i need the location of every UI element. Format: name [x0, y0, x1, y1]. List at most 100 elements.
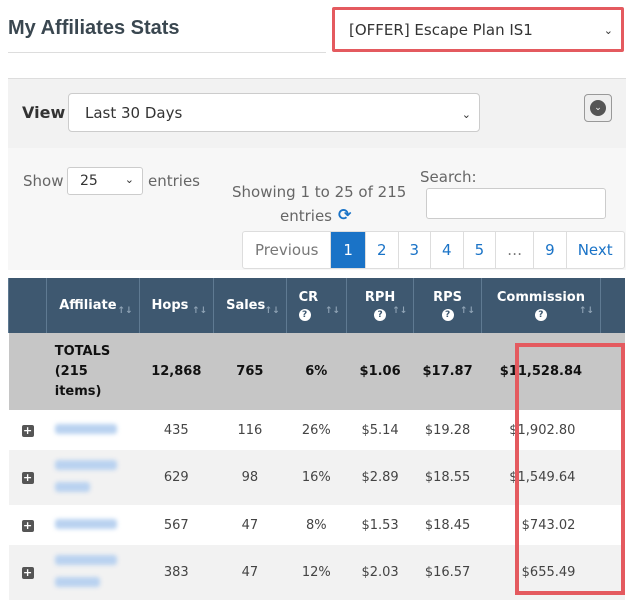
cr: 26%	[286, 410, 347, 450]
search-input[interactable]	[426, 188, 606, 219]
help-icon[interactable]: ?	[534, 309, 547, 321]
cell: +	[8, 505, 47, 545]
help-icon[interactable]: ?	[374, 309, 387, 321]
page-3[interactable]: 3	[397, 232, 431, 268]
page-title: My Affiliates Stats	[8, 17, 180, 39]
next-button[interactable]: Next	[565, 232, 624, 268]
rph: $2.89	[346, 450, 414, 505]
col-label: Sales	[226, 298, 266, 313]
pagination: Previous 1 2 3 4 5 … 9 Next	[242, 231, 625, 269]
cell	[600, 545, 625, 600]
hops: 435	[139, 410, 214, 450]
header-row: Affiliate ↑↓ Hops ↑↓ Sales ↑↓ CR? ↑↓ RPH? ↑↓ …	[7, 278, 625, 333]
expand-plus-icon[interactable]: +	[21, 518, 34, 532]
commission: $1,549.64	[481, 450, 601, 505]
totals-cr: 6%	[286, 333, 347, 410]
sort-icon: ↑↓	[191, 306, 208, 316]
expand-plus-icon[interactable]: +	[21, 471, 34, 484]
col-hops[interactable]: Hops ↑↓	[138, 278, 214, 333]
col-rph[interactable]: RPH? ↑↓	[345, 278, 414, 333]
chevron-down-icon: ⌄	[124, 173, 134, 186]
cell	[600, 450, 625, 505]
expand-plus-icon[interactable]: +	[21, 423, 34, 437]
cell	[600, 410, 625, 450]
commission: $1,902.80	[481, 410, 601, 450]
col-label: RPH	[364, 290, 396, 305]
col-label: Hops	[151, 298, 189, 313]
sort-icon: ↑↓	[578, 306, 594, 316]
sort-icon: ↑↓	[459, 306, 475, 316]
refresh-icon[interactable]: ⟳	[338, 205, 352, 224]
previous-button[interactable]: Previous	[255, 241, 319, 259]
col-affiliate[interactable]: Affiliate ↑↓	[46, 278, 140, 333]
blurred-name	[54, 482, 90, 492]
sort-icon: ↑↓	[264, 306, 280, 316]
blurred-name	[54, 555, 117, 565]
rps: $19.28	[413, 410, 482, 450]
info-text-2: entries	[280, 207, 332, 225]
cr: 12%	[286, 545, 347, 600]
commission: $743.02	[481, 505, 601, 545]
sales: 47	[213, 545, 287, 600]
view-label: View	[22, 103, 66, 122]
table-row: + 383 47 12% $2.03 $16.57 $655.49	[8, 545, 625, 600]
col-label: Affiliate	[59, 298, 117, 313]
totals-rps: $17.87	[413, 333, 482, 410]
info-text: Showing 1 to 25 of 215	[232, 183, 407, 201]
cr: 8%	[286, 505, 347, 545]
page-1[interactable]: 1	[330, 232, 365, 268]
hops: 629	[139, 450, 214, 505]
help-icon[interactable]: ?	[441, 309, 454, 321]
length-value: 25	[80, 173, 98, 189]
rph: $1.53	[346, 505, 414, 545]
expand-plus-icon[interactable]: +	[21, 566, 34, 579]
sort-icon: ↑↓	[117, 306, 133, 316]
cell	[8, 333, 47, 410]
help-icon[interactable]: ?	[298, 309, 311, 321]
panel-toggle-button[interactable]: ⌄	[584, 94, 612, 122]
col-sales[interactable]: Sales ↑↓	[213, 278, 287, 333]
blurred-name	[54, 518, 117, 529]
affiliate-link[interactable]	[46, 410, 140, 450]
search-label: Search:	[420, 168, 477, 186]
page-9[interactable]: 9	[533, 232, 566, 268]
commission: $655.49	[481, 545, 601, 600]
page-4[interactable]: 4	[430, 232, 463, 268]
col-rps[interactable]: RPS? ↑↓	[413, 278, 482, 333]
col-label: Commission	[496, 290, 585, 305]
table-row: + 435 116 26% $5.14 $19.28 $1,902.80	[8, 410, 625, 450]
cell: +	[8, 410, 47, 450]
col-cr[interactable]: CR? ↑↓	[285, 278, 347, 333]
hops: 383	[139, 545, 214, 600]
rps: $18.45	[413, 505, 482, 545]
cr: 16%	[286, 450, 347, 505]
cell: +	[8, 545, 47, 600]
blurred-name	[54, 423, 117, 434]
totals-row: TOTALS (215 items) 12,868 765 6% $1.06 $17…	[8, 333, 625, 410]
blurred-name	[54, 577, 100, 587]
hops: 567	[139, 505, 214, 545]
chevron-down-icon: ⌄	[603, 24, 613, 37]
totals-hops: 12,868	[139, 333, 214, 410]
sales: 47	[213, 505, 287, 545]
view-select-value: Last 30 Days	[85, 104, 183, 122]
entries-length-select[interactable]: 25 ⌄	[67, 167, 143, 195]
affiliate-link[interactable]	[46, 545, 140, 600]
col-commission[interactable]: Commission? ↑↓	[480, 278, 601, 333]
affiliate-link[interactable]	[46, 505, 140, 545]
offer-select-value: [OFFER] Escape Plan IS1	[349, 21, 533, 39]
sales: 98	[213, 450, 287, 505]
affiliate-link[interactable]	[46, 450, 140, 505]
view-select[interactable]: Last 30 Days ⌄	[68, 93, 480, 132]
commission-highlight-box	[515, 343, 625, 595]
page-5[interactable]: 5	[462, 232, 496, 268]
sort-icon: ↑↓	[392, 306, 408, 316]
page-2[interactable]: 2	[364, 232, 398, 268]
affiliates-table: Affiliate ↑↓ Hops ↑↓ Sales ↑↓ CR? ↑↓ RPH? ↑↓ …	[7, 278, 625, 600]
divider	[8, 52, 326, 53]
offer-select[interactable]: [OFFER] Escape Plan IS1 ⌄	[332, 7, 624, 52]
table-row: + 629 98 16% $2.89 $18.55 $1,549.64	[8, 450, 625, 505]
show-label: Show	[23, 172, 64, 190]
rps: $16.57	[413, 545, 482, 600]
col-extra	[599, 278, 625, 333]
